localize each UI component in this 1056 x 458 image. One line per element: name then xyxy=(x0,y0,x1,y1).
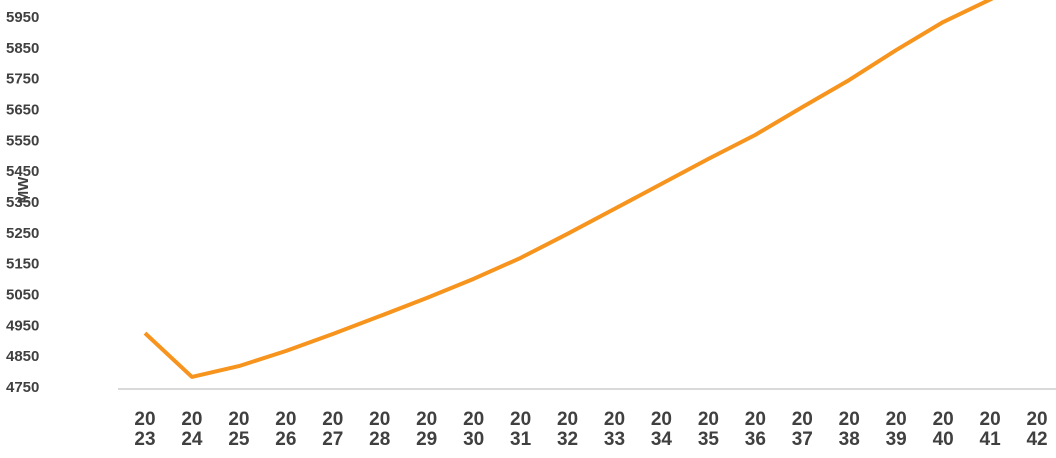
x-tick-label: 2040 xyxy=(932,409,954,450)
data-line xyxy=(143,0,994,379)
x-tick-label: 2031 xyxy=(510,409,532,450)
y-tick-label: 5050 xyxy=(6,286,39,303)
x-tick-label: 2027 xyxy=(322,409,344,450)
plot-area xyxy=(143,0,994,379)
x-tick-label: 2028 xyxy=(369,409,391,450)
x-tick-label: 2034 xyxy=(650,409,672,450)
x-tick-label: 2033 xyxy=(603,409,626,450)
x-tick-label: 2039 xyxy=(885,409,907,450)
x-tick-label: 2035 xyxy=(697,409,719,450)
y-tick-label: 4950 xyxy=(6,317,39,334)
x-tick-label: 2029 xyxy=(416,409,438,450)
x-tick-label: 2030 xyxy=(463,409,485,450)
y-tick-label: 5850 xyxy=(6,40,39,57)
y-tick-label: 4850 xyxy=(6,348,39,365)
x-tick-label: 2032 xyxy=(556,409,579,450)
x-tick-label: 2036 xyxy=(744,409,766,450)
x-tick-label: 2037 xyxy=(791,409,813,450)
x-tick-label: 2023 xyxy=(134,409,156,450)
y-tick-label: 5550 xyxy=(6,132,39,149)
x-tick-label: 2042 xyxy=(1026,409,1048,450)
y-axis-label: MW xyxy=(15,176,32,203)
y-tick-label: 5350 xyxy=(6,194,39,211)
y-tick-label: 5950 xyxy=(6,9,39,26)
x-tick-label: 2041 xyxy=(979,409,1001,450)
y-tick-label: 4750 xyxy=(6,379,39,396)
y-tick-label: 5650 xyxy=(6,101,39,118)
y-tick-label: 5450 xyxy=(6,163,39,180)
y-tick-label: 5750 xyxy=(6,71,39,88)
y-tick-label: 5150 xyxy=(6,256,39,273)
x-tick-label: 2026 xyxy=(275,409,297,450)
x-tick-label: 2025 xyxy=(228,409,250,450)
y-tick-label: 5250 xyxy=(6,225,39,242)
x-tick-label: 2024 xyxy=(181,409,203,450)
x-tick-label: 2038 xyxy=(838,409,860,450)
